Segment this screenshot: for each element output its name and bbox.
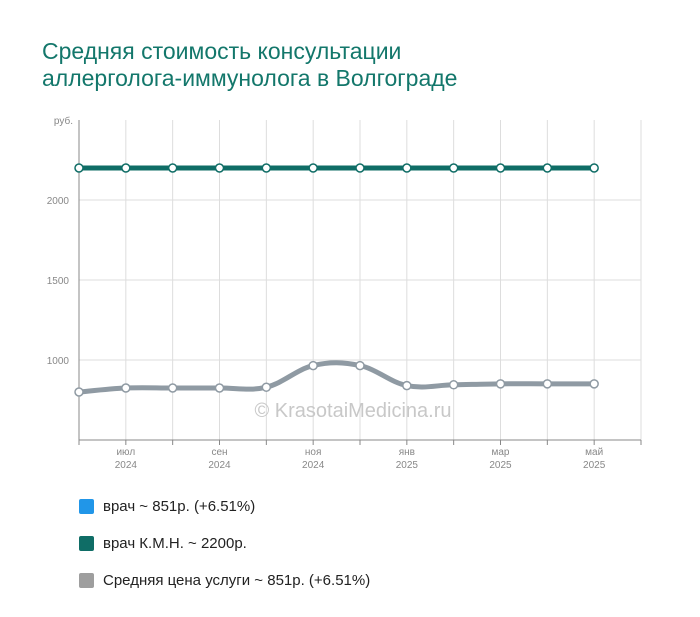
series-line-1	[76, 360, 597, 395]
y-unit-label: руб.	[54, 115, 73, 127]
data-point-0	[167, 163, 178, 173]
y-tick-label: 1000	[47, 356, 70, 367]
data-point-1	[542, 379, 553, 389]
data-point-0	[448, 163, 459, 173]
data-point-1	[589, 379, 599, 389]
markers	[74, 163, 599, 397]
x-tick-label-year: 2024	[208, 460, 231, 471]
data-point-1	[495, 379, 506, 389]
legend-item-kmn[interactable]: врач К.М.Н. ~ 2200р.	[79, 525, 370, 562]
data-point-0	[261, 163, 272, 173]
x-tick-label-year: 2025	[396, 460, 419, 471]
data-point-1	[121, 383, 131, 393]
data-point-1	[261, 382, 272, 392]
data-point-1	[167, 383, 178, 393]
x-tick-label-month: мар	[492, 447, 510, 458]
chart-title: Средняя стоимость консультации аллерголо…	[42, 38, 642, 92]
y-tick-label: 1500	[47, 276, 70, 287]
legend-label-kmn: врач К.М.Н. ~ 2200р.	[103, 535, 247, 552]
legend: врач ~ 851р. (+6.51%) врач К.М.Н. ~ 2200…	[79, 488, 370, 599]
data-point-1	[308, 360, 318, 371]
legend-label-doctor: врач ~ 851р. (+6.51%)	[103, 498, 256, 515]
data-point-1	[402, 380, 412, 391]
legend-swatch-average	[79, 573, 94, 588]
watermark: © KrasotaiMedicina.ru	[254, 400, 451, 422]
data-point-1	[448, 380, 459, 390]
legend-item-doctor[interactable]: врач ~ 851р. (+6.51%)	[79, 488, 370, 525]
legend-item-average[interactable]: Средняя цена услуги ~ 851р. (+6.51%)	[79, 562, 370, 599]
legend-swatch-doctor	[79, 499, 94, 514]
x-tick-label-month: сен	[211, 447, 227, 458]
data-point-1	[214, 383, 225, 393]
x-tick-label-month: июл	[116, 447, 135, 458]
data-point-0	[308, 163, 318, 173]
chart-title-line-2: аллерголога-иммунолога в Волгограде	[42, 65, 458, 91]
x-tick-label-year: 2024	[115, 460, 138, 471]
axes: 1000 1500 2000 руб. июл 2024 сен 2024 ноя 2024 янв…	[47, 115, 642, 471]
data-point-0	[121, 163, 131, 173]
data-point-0	[402, 163, 412, 173]
x-tick-label-year: 2025	[489, 460, 512, 471]
price-line-chart: 1000 1500 2000 руб. июл 2024 сен 2024 ноя 2024 янв…	[47, 115, 642, 471]
data-point-0	[589, 163, 599, 173]
data-point-0	[74, 163, 84, 173]
legend-label-average: Средняя цена услуги ~ 851р. (+6.51%)	[103, 572, 371, 589]
x-tick-label-month: ноя	[305, 447, 322, 458]
x-tick-label-month: янв	[399, 447, 415, 458]
data-point-1	[355, 360, 365, 371]
x-tick-label-year: 2024	[302, 460, 325, 471]
data-point-1	[74, 387, 84, 397]
y-tick-label: 2000	[47, 196, 70, 207]
x-tick-label-month: май	[585, 447, 603, 458]
legend-swatch-kmn	[79, 536, 94, 551]
data-point-0	[355, 163, 365, 173]
chart-title-line-1: Средняя стоимость консультации	[42, 38, 402, 64]
data-point-0	[542, 163, 553, 173]
data-point-0	[214, 163, 225, 173]
data-point-0	[495, 163, 506, 173]
x-tick-label-year: 2025	[583, 460, 606, 471]
